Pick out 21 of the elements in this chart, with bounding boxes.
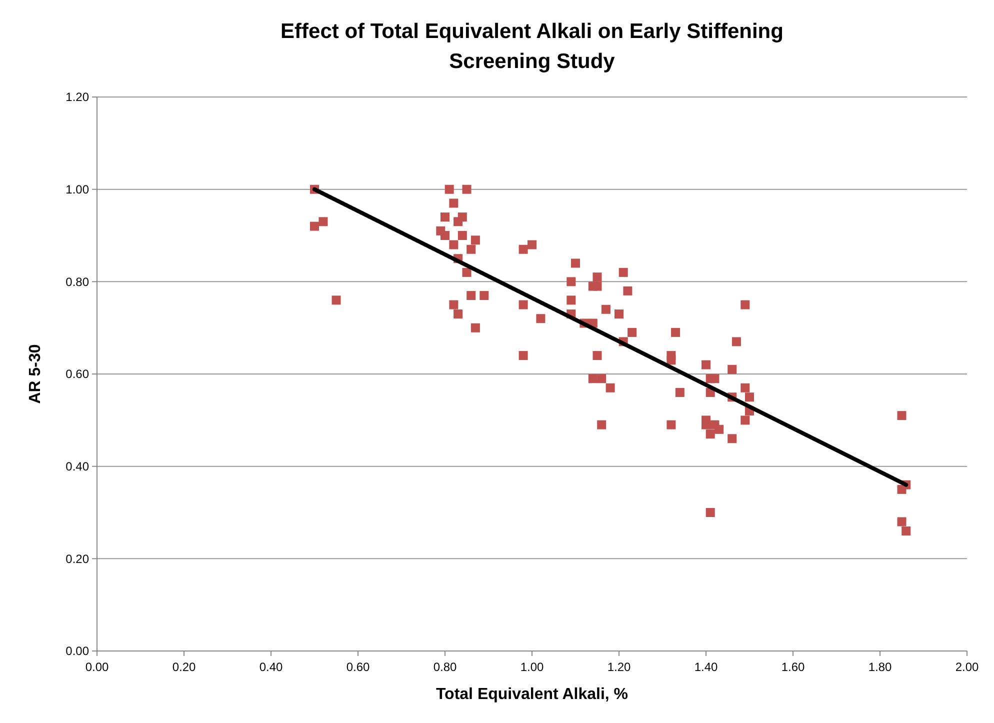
x-tick-label: 1.80 <box>868 660 892 674</box>
x-tick-label: 0.40 <box>259 660 283 674</box>
x-tick-label: 1.00 <box>520 660 544 674</box>
y-tick-label: 0.60 <box>66 367 90 382</box>
y-tick-label: 0.20 <box>66 552 90 566</box>
y-tick-label: 0.80 <box>66 274 90 289</box>
y-tick-label: 0.00 <box>66 644 90 658</box>
y-tick-label: 1.00 <box>66 182 90 197</box>
x-tick-label: 1.40 <box>694 660 718 674</box>
x-tick-label: 0.20 <box>172 660 196 674</box>
x-tick-label: 1.20 <box>607 660 631 674</box>
chart-title: Effect of Total Equivalent Alkali on Early Stiffening Screening Study <box>280 20 784 73</box>
x-tick-label: 2.00 <box>955 660 979 674</box>
x-tick-label: 0.60 <box>346 660 370 674</box>
x-tick-label: 0.80 <box>433 660 457 674</box>
x-axis-title: Total Equivalent Alkali, % <box>436 686 628 703</box>
y-tick-label: 1.20 <box>66 90 90 104</box>
y-tick-label: 0.40 <box>66 460 90 474</box>
x-tick-label: 0.00 <box>85 660 109 674</box>
x-tick-label: 1.60 <box>781 660 805 674</box>
y-axis-title: AR 5-30 <box>27 344 44 404</box>
